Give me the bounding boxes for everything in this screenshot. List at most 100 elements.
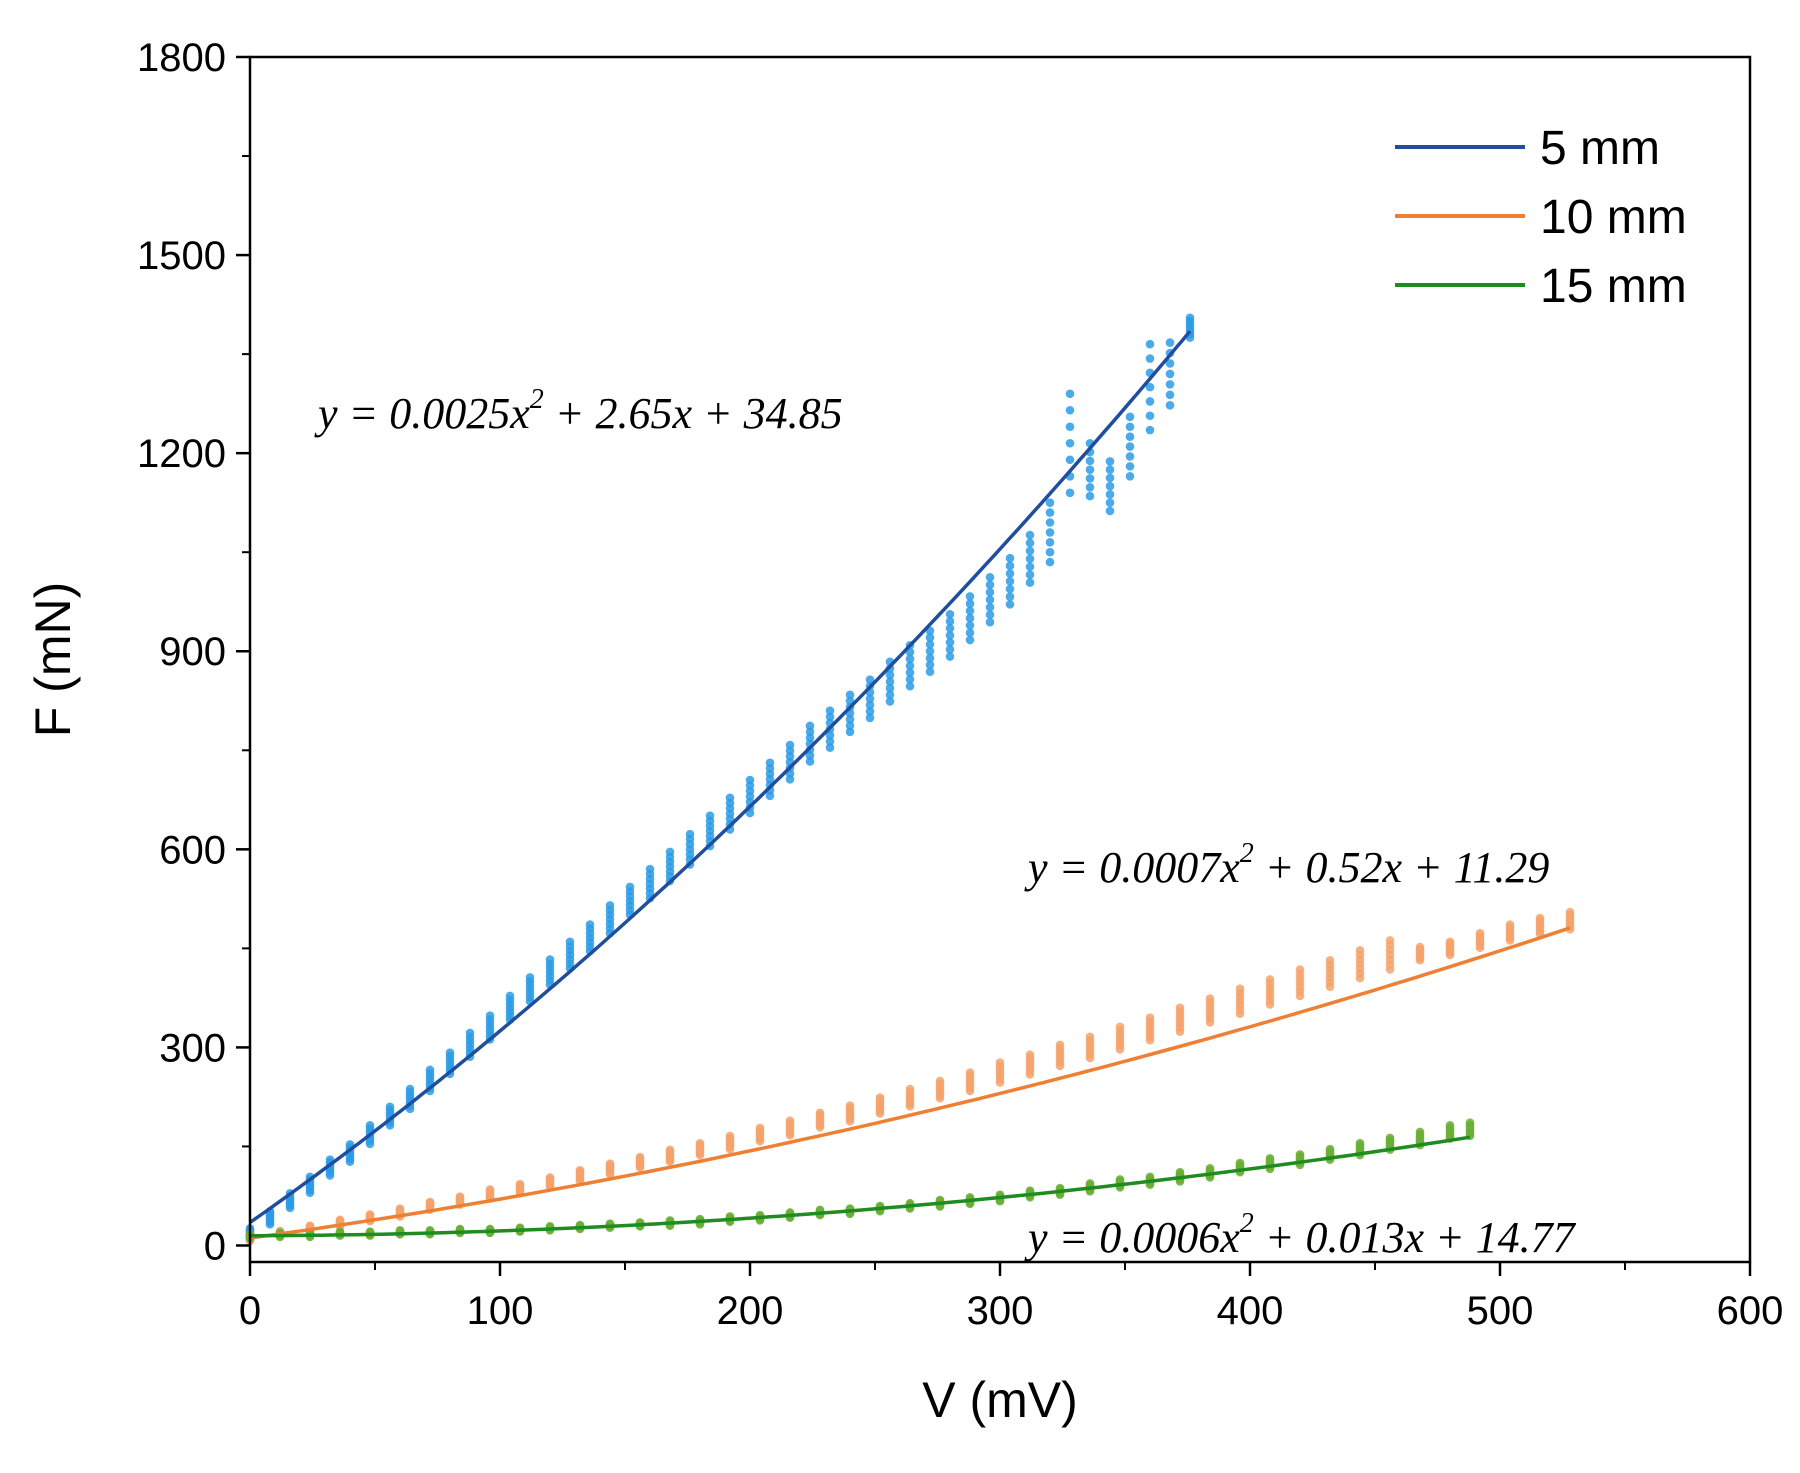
series-0-point <box>1145 339 1155 349</box>
series-0-point <box>605 901 615 910</box>
series-0-point <box>1105 481 1115 491</box>
series-0-point <box>1145 382 1155 392</box>
series-1-point <box>335 1215 345 1225</box>
series-1-point <box>995 1058 1005 1067</box>
series-0-point <box>545 955 555 964</box>
series-2-point <box>1175 1167 1185 1177</box>
fit-equation-2: y = 0.0006x2 + 0.013x + 14.77 <box>1024 1208 1577 1262</box>
y-tick-label: 1500 <box>137 234 226 278</box>
series-0-point <box>1065 488 1075 498</box>
series-0-point <box>945 609 955 619</box>
series-0-point <box>985 602 995 612</box>
series-0-point <box>1125 462 1135 471</box>
series-0-point <box>1165 359 1175 368</box>
series-0-point <box>1065 422 1075 432</box>
series-1-point <box>1535 913 1545 923</box>
x-tick-label: 0 <box>239 1289 261 1333</box>
series-0-point <box>1085 491 1095 501</box>
series-0-point <box>1045 528 1055 537</box>
series-0-point <box>905 661 915 671</box>
series-0-point <box>925 667 935 677</box>
series-0-point <box>965 628 975 638</box>
series-0-point <box>525 973 535 982</box>
series-0-point <box>825 743 835 752</box>
series-0-point <box>965 592 975 601</box>
series-2-point <box>1235 1158 1245 1168</box>
series-0-point <box>965 599 975 609</box>
series-0-point <box>865 707 875 716</box>
series-1-point <box>545 1173 555 1182</box>
series-1-point <box>485 1185 495 1194</box>
series-0-point <box>665 847 675 857</box>
series-0-point <box>1145 354 1155 363</box>
series-0-point <box>925 633 935 642</box>
series-0-point <box>925 653 935 663</box>
fit-equation-1-exponent: 2 <box>1240 838 1254 869</box>
equations: y = 0.0025x2 + 2.65x + 34.85 y = 0.0007x2… <box>314 384 1577 1262</box>
x-tick-label: 100 <box>467 1289 534 1333</box>
series-1-point <box>815 1108 825 1118</box>
series-0-point <box>885 683 895 693</box>
fit-equation-0: y = 0.0025x2 + 2.65x + 34.85 <box>314 384 843 438</box>
series-0-point <box>1065 455 1075 465</box>
series-0-point <box>845 690 855 700</box>
series-2-point <box>1205 1163 1215 1173</box>
series-0-point <box>925 660 935 670</box>
series-0-point <box>905 654 915 664</box>
series-0-point <box>905 668 915 677</box>
series-0-point <box>1185 313 1195 323</box>
series-0-point <box>825 706 835 715</box>
series-0-point <box>885 670 895 680</box>
series-0-point <box>1045 508 1055 517</box>
fit-equation-2-lhs: y = 0.0006x <box>1024 1213 1240 1262</box>
series-0-point <box>1005 584 1015 594</box>
series-1-point <box>935 1076 945 1086</box>
series-0-point <box>805 757 815 766</box>
x-tick-label: 500 <box>1467 1289 1534 1333</box>
series-1-point <box>1265 975 1275 984</box>
series-0-point <box>1025 530 1035 540</box>
series-2-point <box>1265 1154 1275 1163</box>
y-tick-label: 600 <box>159 828 226 872</box>
series-1-point <box>695 1138 705 1148</box>
y-tick-label: 1200 <box>137 432 226 476</box>
series-1-point <box>755 1123 765 1133</box>
series-0-point <box>1085 456 1095 466</box>
series-0-point <box>1125 432 1135 441</box>
series-2-point <box>1295 1150 1305 1159</box>
series-0-point <box>985 595 995 605</box>
fit-equation-1-lhs: y = 0.0007x <box>1024 843 1240 892</box>
series-1-point <box>515 1179 525 1189</box>
series-1-point <box>665 1145 675 1155</box>
series-1-point <box>845 1101 855 1110</box>
series-0-point <box>985 610 995 620</box>
series-0-point <box>485 1011 495 1021</box>
series-0-point <box>1045 547 1055 557</box>
series-layer <box>245 313 1575 1246</box>
series-0-point <box>645 864 655 874</box>
series-1-point <box>1355 946 1365 955</box>
series-1-point <box>395 1204 405 1213</box>
series-0-point <box>1105 506 1115 516</box>
series-0-point <box>1145 425 1155 435</box>
series-0-point <box>945 617 955 626</box>
series-0-point <box>1025 554 1035 564</box>
series-1-point <box>1145 1013 1155 1022</box>
series-0-point <box>1005 576 1015 586</box>
series-1-point <box>1565 907 1575 917</box>
series-0-point <box>1125 412 1135 422</box>
x-axis-title: V (mV) <box>922 1372 1078 1428</box>
series-0-point <box>1005 592 1015 601</box>
series-0-point <box>745 775 755 785</box>
series-0-point <box>945 631 955 640</box>
series-1-point <box>725 1131 735 1141</box>
series-0-point <box>965 621 975 630</box>
series-0-point <box>985 617 995 627</box>
series-0-point <box>725 793 735 803</box>
series-0-point <box>625 882 635 892</box>
y-tick-label: 0 <box>204 1224 226 1268</box>
series-0-point <box>945 652 955 661</box>
series-0-point <box>385 1102 395 1112</box>
series-2-point <box>1115 1175 1125 1184</box>
series-2-point <box>1385 1133 1395 1143</box>
